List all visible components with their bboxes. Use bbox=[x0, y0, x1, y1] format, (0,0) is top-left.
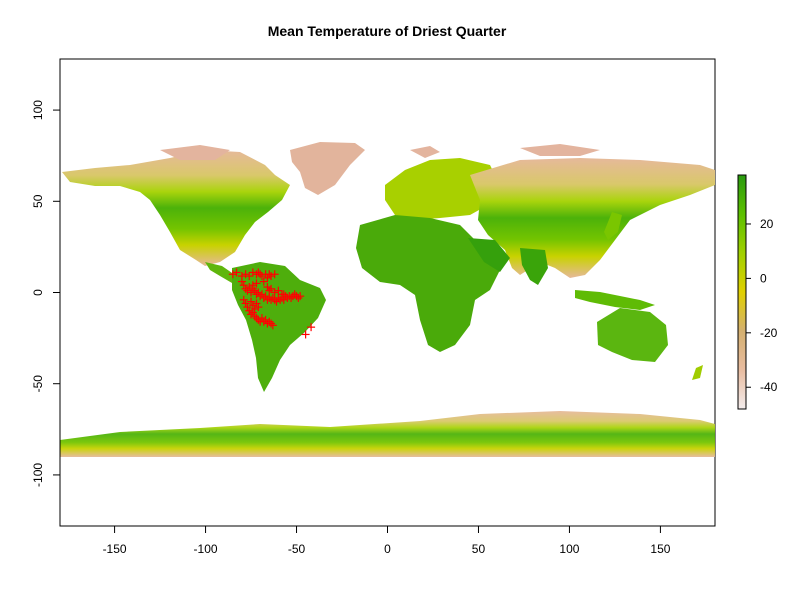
chart-title: Mean Temperature of Driest Quarter bbox=[268, 23, 507, 39]
occurrence-point bbox=[261, 315, 270, 324]
occurrence-point bbox=[307, 323, 316, 332]
new-zealand bbox=[692, 365, 703, 380]
occurrence-point bbox=[241, 284, 250, 293]
occurrence-point bbox=[296, 292, 305, 301]
occurrence-point bbox=[239, 295, 248, 304]
occurrence-point bbox=[247, 288, 256, 297]
occurrence-point bbox=[294, 293, 303, 302]
occurrence-point bbox=[248, 281, 257, 290]
antarctica bbox=[60, 411, 715, 457]
occurrence-point bbox=[272, 297, 281, 306]
y-axis: 100 50 0 -50 -100 bbox=[31, 100, 61, 487]
occurrence-point bbox=[232, 268, 241, 277]
occurrence-point bbox=[237, 277, 246, 286]
occurrence-point bbox=[248, 301, 257, 310]
greenland bbox=[290, 142, 365, 195]
occurrence-point bbox=[263, 283, 272, 292]
x-tick-label: -100 bbox=[194, 542, 218, 556]
colorbar-tick-label: 0 bbox=[760, 271, 767, 285]
x-tick-label: 0 bbox=[384, 542, 391, 556]
occurrence-point bbox=[254, 288, 263, 297]
occurrence-point bbox=[301, 330, 310, 339]
australia bbox=[597, 308, 668, 362]
occurrence-point bbox=[245, 306, 254, 315]
occurrence-point bbox=[263, 273, 272, 282]
occurrence-point bbox=[267, 284, 276, 293]
occurrence-point bbox=[228, 270, 237, 279]
occurrence-point bbox=[250, 304, 259, 313]
occurrence-point bbox=[247, 297, 256, 306]
y-tick-label: 50 bbox=[31, 194, 45, 208]
x-tick-label: 100 bbox=[559, 542, 579, 556]
india bbox=[520, 248, 548, 285]
occurrence-point bbox=[252, 299, 261, 308]
colorbar-tick-label: 20 bbox=[760, 217, 774, 231]
occurrence-point bbox=[250, 312, 259, 321]
occurrence-point bbox=[241, 299, 250, 308]
x-axis: -150 -100 -50 0 50 100 150 bbox=[103, 525, 671, 556]
occurrence-point bbox=[245, 283, 254, 292]
occurrence-point bbox=[267, 319, 276, 328]
occurrence-point bbox=[279, 290, 288, 299]
occurrence-point bbox=[257, 314, 266, 323]
colorbar-legend: 20 0 -20 -40 bbox=[737, 174, 778, 410]
occurrence-point bbox=[254, 303, 263, 312]
indonesia bbox=[575, 290, 655, 310]
occurrence-point bbox=[265, 317, 274, 326]
asia bbox=[470, 158, 715, 278]
occurrence-point bbox=[261, 292, 270, 301]
occurrence-point bbox=[254, 268, 263, 277]
occurrence-point bbox=[290, 290, 299, 299]
occurrence-point bbox=[268, 321, 277, 330]
occurrence-point bbox=[265, 286, 274, 295]
occurrence-point bbox=[259, 277, 268, 286]
central-america bbox=[205, 262, 240, 283]
occurrence-point bbox=[254, 315, 263, 324]
occurrence-point bbox=[247, 310, 256, 319]
north-america bbox=[62, 150, 290, 266]
arabia bbox=[468, 238, 510, 272]
occurrence-point bbox=[267, 272, 276, 281]
colorbar-bar bbox=[737, 174, 747, 410]
occurrence-point bbox=[250, 286, 259, 295]
occurrence-point bbox=[248, 308, 257, 317]
occurrence-point bbox=[245, 272, 254, 281]
occurrence-point bbox=[270, 270, 279, 279]
occurrence-point bbox=[241, 270, 250, 279]
occurrence-point bbox=[274, 286, 283, 295]
y-tick-label: 100 bbox=[31, 100, 45, 120]
africa bbox=[356, 215, 500, 352]
occurrence-point bbox=[243, 303, 252, 312]
occurrence-points bbox=[228, 268, 316, 339]
occurrence-point bbox=[287, 293, 296, 302]
occurrence-point bbox=[239, 281, 248, 290]
y-tick-label: -50 bbox=[31, 375, 45, 393]
colorbar-tick-label: -20 bbox=[760, 326, 778, 340]
occurrence-point bbox=[243, 286, 252, 295]
x-tick-label: 150 bbox=[650, 542, 670, 556]
y-tick-label: 0 bbox=[31, 289, 45, 296]
land-masses bbox=[60, 142, 715, 457]
x-tick-label: -50 bbox=[288, 542, 306, 556]
europe bbox=[385, 158, 500, 220]
x-tick-label: 50 bbox=[472, 542, 486, 556]
occurrence-point bbox=[252, 279, 261, 288]
colorbar-tick-label: -40 bbox=[760, 380, 778, 394]
occurrence-point bbox=[257, 290, 266, 299]
occurrence-point bbox=[257, 272, 266, 281]
occurrence-point bbox=[270, 288, 279, 297]
x-tick-label: -150 bbox=[103, 542, 127, 556]
arctic-islands bbox=[160, 144, 600, 160]
japan bbox=[604, 212, 622, 240]
y-tick-label: -100 bbox=[31, 463, 45, 487]
